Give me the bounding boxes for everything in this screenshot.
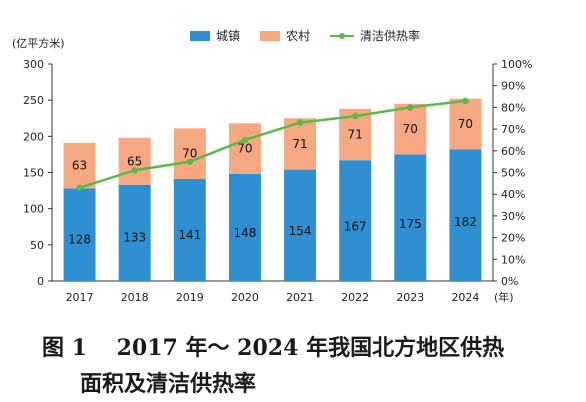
bar-label-1-2019: 141 bbox=[178, 228, 201, 242]
y-tick-label-2: 100 bbox=[23, 203, 44, 216]
bar-1-2021 bbox=[284, 169, 317, 281]
bar-1-2018 bbox=[118, 184, 151, 281]
legend-swatch-1 bbox=[190, 31, 210, 41]
bar-label-2-2023: 70 bbox=[403, 122, 418, 136]
bar-label-2-2019: 70 bbox=[182, 147, 197, 161]
legend-label-1: 城镇 bbox=[216, 29, 240, 43]
line-point-2017 bbox=[76, 184, 83, 191]
y-axis-unit-label: (亿平方米) bbox=[12, 36, 65, 50]
bar-2-2023 bbox=[394, 103, 427, 155]
bar-label-1-2022: 167 bbox=[344, 220, 367, 234]
y2-tick-label-4: 40% bbox=[501, 188, 525, 201]
x-tick-label-2018: 2018 bbox=[121, 291, 149, 304]
bar-2-2020 bbox=[228, 123, 261, 174]
bar-1-2024 bbox=[449, 149, 482, 281]
bar-1-2022 bbox=[339, 160, 372, 281]
bar-2-2018 bbox=[118, 137, 151, 185]
bar-label-2-2017: 63 bbox=[72, 159, 87, 173]
y2-tick-label-0: 0% bbox=[501, 275, 518, 288]
bar-label-2-2018: 65 bbox=[127, 154, 142, 168]
y2-tick-label-10: 100% bbox=[501, 58, 532, 71]
bar-label-1-2018: 133 bbox=[123, 231, 146, 245]
y-tick-label-4: 200 bbox=[23, 130, 44, 143]
caption-line-1: 图 1 2017 年～ 2024 年我国北方地区供热 bbox=[42, 335, 505, 361]
y2-tick-label-7: 70% bbox=[501, 123, 525, 136]
y-tick-label-6: 300 bbox=[23, 58, 44, 71]
bar-label-1-2017: 128 bbox=[68, 232, 91, 246]
bar-1-2017 bbox=[63, 188, 96, 281]
bar-label-2-2022: 71 bbox=[348, 128, 363, 142]
chart-svg: (亿平方米) 城镇 农村 清洁供热率 0 50 100 150 200 250 300 0% 10% 20… bbox=[12, 28, 532, 304]
x-tick-label-2019: 2019 bbox=[176, 291, 204, 304]
legend-swatch-2 bbox=[260, 31, 280, 41]
caption-line-2: 面积及清洁供热率 bbox=[80, 371, 257, 397]
y2-tick-label-2: 20% bbox=[501, 232, 525, 245]
bar-label-1-2023: 175 bbox=[399, 217, 422, 231]
bar-label-2-2020: 70 bbox=[237, 142, 252, 156]
y2-tick-label-8: 80% bbox=[501, 101, 525, 114]
line-point-2022 bbox=[351, 112, 359, 120]
line-point-2021 bbox=[296, 119, 304, 126]
line-series-path bbox=[79, 99, 466, 189]
bar-1-2023 bbox=[394, 154, 427, 281]
chart: (亿平方米) 城镇 农村 清洁供热率 0 50 100 150 200 250 300 0% 10% 20… bbox=[12, 28, 532, 304]
line-point-2020 bbox=[241, 136, 249, 144]
x-axis-unit-label: (年) bbox=[494, 290, 514, 304]
y-tick-label-0: 0 bbox=[37, 275, 44, 288]
bar-2-2024 bbox=[449, 98, 482, 150]
x-tick-label-2017: 2017 bbox=[66, 291, 94, 304]
x-tick-label-2023: 2023 bbox=[396, 291, 424, 304]
bar-2-2019 bbox=[173, 128, 206, 180]
legend-label-2: 农村 bbox=[286, 29, 310, 43]
y-tick-label-1: 50 bbox=[30, 239, 44, 252]
bar-label-1-2020: 148 bbox=[233, 226, 256, 240]
bar-label-2-2024: 70 bbox=[458, 117, 473, 131]
x-tick-label-2024: 2024 bbox=[451, 291, 479, 304]
y-tick-label-5: 250 bbox=[23, 94, 44, 107]
bar-label-1-2024: 182 bbox=[454, 215, 477, 229]
y2-tick-label-6: 60% bbox=[501, 145, 525, 158]
x-tick-label-2022: 2022 bbox=[341, 291, 369, 304]
legend-line-marker bbox=[339, 33, 345, 39]
line-point-2018 bbox=[131, 167, 138, 174]
bar-label-1-2021: 154 bbox=[289, 224, 312, 238]
bar-1-2019 bbox=[173, 179, 206, 281]
y2-tick-label-3: 30% bbox=[501, 210, 525, 223]
bar-label-2-2021: 71 bbox=[292, 137, 307, 151]
x-tick-label-2020: 2020 bbox=[231, 291, 259, 304]
line-point-2023 bbox=[407, 104, 414, 111]
y-tick-label-3: 150 bbox=[23, 167, 44, 180]
y2-tick-label-9: 90% bbox=[501, 80, 525, 93]
y2-tick-label-1: 10% bbox=[501, 253, 525, 266]
legend-label-line: 清洁供热率 bbox=[360, 28, 420, 43]
y2-tick-label-5: 50% bbox=[501, 167, 525, 180]
line-point-2019 bbox=[186, 158, 194, 165]
x-tick-label-2021: 2021 bbox=[286, 291, 314, 304]
bar-1-2020 bbox=[228, 173, 261, 281]
line-point-2024 bbox=[462, 97, 469, 105]
bar-2-2017 bbox=[63, 142, 96, 189]
